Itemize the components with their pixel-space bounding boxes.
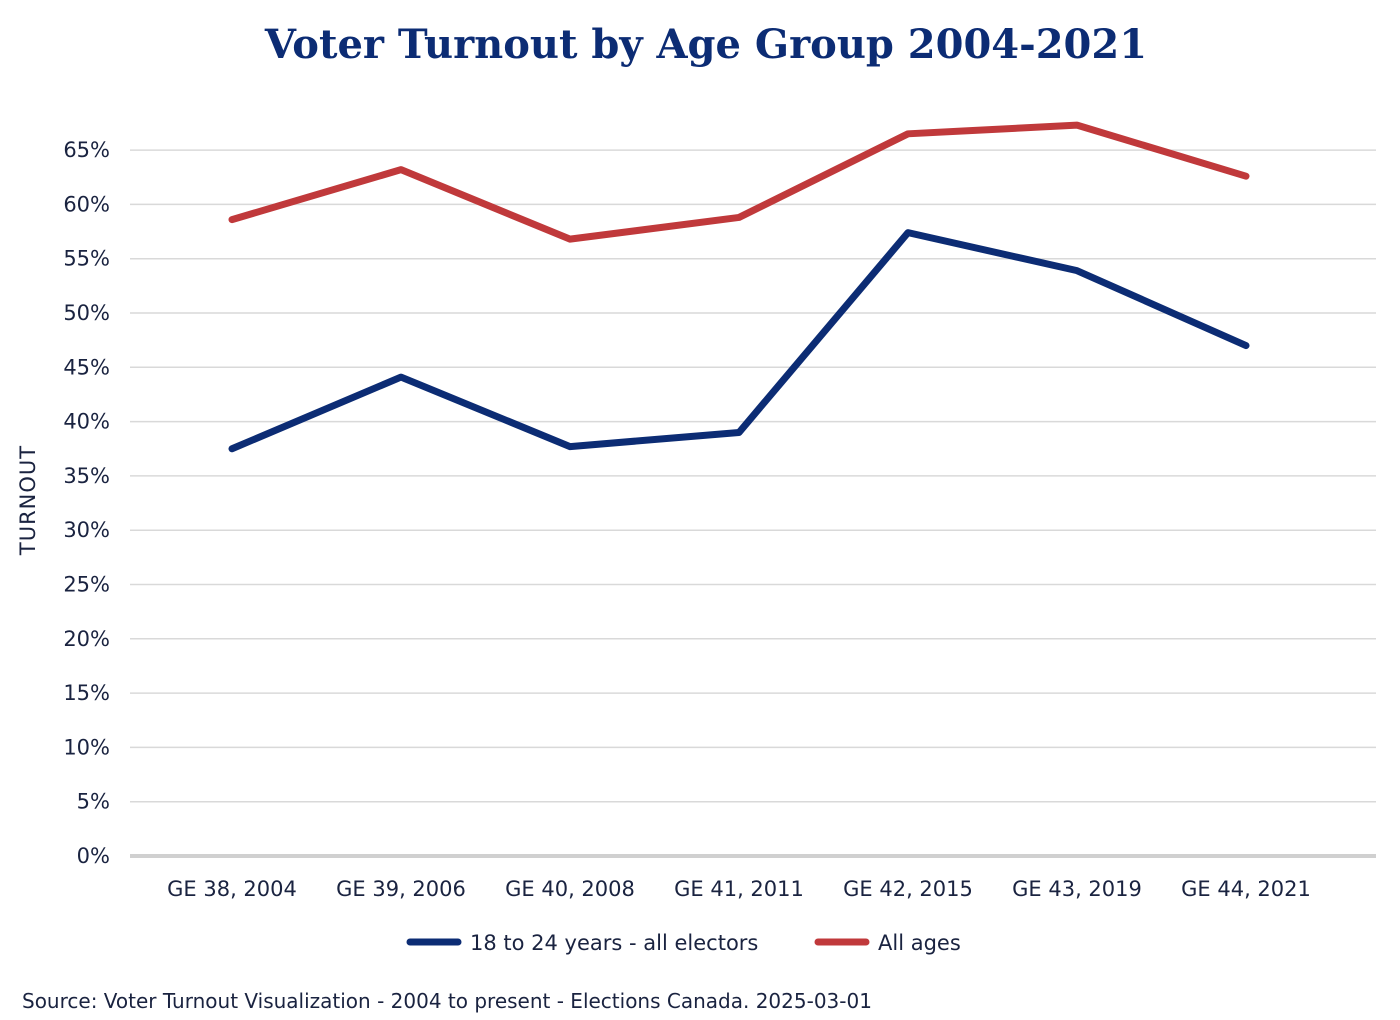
y-tick-label: 20% <box>63 627 110 651</box>
gridlines <box>130 149 1376 858</box>
x-tick-label: GE 41, 2011 <box>674 877 804 901</box>
source-note: Source: Voter Turnout Visualization - 20… <box>22 989 872 1013</box>
x-axis-ticks: GE 38, 2004 GE 39, 2006 GE 40, 2008 GE 41, … <box>167 877 1311 901</box>
y-axis-label: TURNOUT <box>16 445 40 556</box>
y-tick-label: 0% <box>77 844 110 868</box>
x-tick-label: GE 39, 2006 <box>336 877 466 901</box>
y-tick-label: 35% <box>63 464 110 488</box>
legend: 18 to 24 years - all electors All ages <box>406 931 961 955</box>
y-tick-label: 15% <box>63 681 110 705</box>
legend-label: 18 to 24 years - all electors <box>470 931 758 955</box>
series-line-1 <box>228 229 1250 453</box>
y-axis-ticks: 0% 5% 10% 15% 20% 25% 30% 35% 40% 45% 50% 55% 60% 65% <box>63 138 110 868</box>
series-lines <box>228 121 1250 453</box>
chart-title: Voter Turnout by Age Group 2004-2021 <box>264 21 1147 68</box>
y-tick-label: 5% <box>77 790 110 814</box>
y-tick-label: 55% <box>63 247 110 271</box>
series-line-2 <box>228 121 1250 243</box>
y-tick-label: 10% <box>63 735 110 759</box>
x-tick-label: GE 40, 2008 <box>505 877 635 901</box>
y-tick-label: 40% <box>63 410 110 434</box>
legend-label: All ages <box>878 931 961 955</box>
x-tick-label: GE 44, 2021 <box>1181 877 1311 901</box>
y-tick-label: 60% <box>63 192 110 216</box>
x-tick-label: GE 43, 2019 <box>1012 877 1142 901</box>
y-tick-label: 25% <box>63 573 110 597</box>
x-tick-label: GE 38, 2004 <box>167 877 297 901</box>
x-tick-label: GE 42, 2015 <box>843 877 973 901</box>
y-tick-label: 50% <box>63 301 110 325</box>
y-tick-label: 65% <box>63 138 110 162</box>
y-tick-label: 45% <box>63 355 110 379</box>
y-tick-label: 30% <box>63 518 110 542</box>
